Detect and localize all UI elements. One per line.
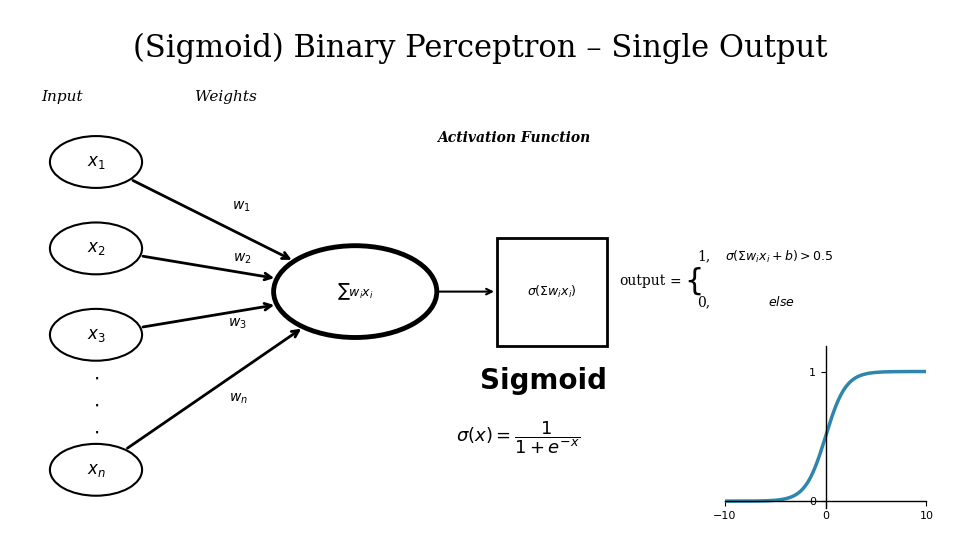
Text: output: output xyxy=(619,274,665,288)
Text: $\cdot$: $\cdot$ xyxy=(93,422,99,442)
Text: Weights: Weights xyxy=(195,90,256,104)
Text: Input: Input xyxy=(41,90,84,104)
Circle shape xyxy=(50,222,142,274)
Text: $w_2$: $w_2$ xyxy=(233,252,252,266)
Text: $x_1$: $x_1$ xyxy=(86,153,106,171)
Text: (Sigmoid) Binary Perceptron – Single Output: (Sigmoid) Binary Perceptron – Single Out… xyxy=(132,33,828,64)
Text: $\cdot$: $\cdot$ xyxy=(93,395,99,415)
Text: $x_n$: $x_n$ xyxy=(86,461,106,479)
Text: $else$: $else$ xyxy=(768,295,795,309)
Text: 1,: 1, xyxy=(697,249,710,264)
Text: 0,: 0, xyxy=(697,295,710,309)
Circle shape xyxy=(274,246,437,338)
Text: $w_1$: $w_1$ xyxy=(231,199,251,214)
Circle shape xyxy=(50,136,142,188)
Bar xyxy=(497,238,607,346)
Text: $\{$: $\{$ xyxy=(684,265,702,296)
Text: $\sigma(\Sigma w_i x_i)$: $\sigma(\Sigma w_i x_i)$ xyxy=(527,284,577,300)
Text: $\sum w_i x_i$: $\sum w_i x_i$ xyxy=(337,281,373,302)
Text: Activation Function: Activation Function xyxy=(437,131,590,145)
Text: $=$: $=$ xyxy=(667,274,682,288)
Circle shape xyxy=(50,444,142,496)
Text: $x_3$: $x_3$ xyxy=(86,326,106,344)
Text: $w_n$: $w_n$ xyxy=(228,392,248,407)
Text: $x_2$: $x_2$ xyxy=(86,239,106,258)
Text: $\sigma(x) = \dfrac{1}{1+e^{-x}}$: $\sigma(x) = \dfrac{1}{1+e^{-x}}$ xyxy=(456,419,580,456)
Text: $w_3$: $w_3$ xyxy=(228,317,247,332)
Circle shape xyxy=(50,309,142,361)
Text: Sigmoid: Sigmoid xyxy=(480,367,607,395)
Text: $\cdot$: $\cdot$ xyxy=(93,368,99,388)
Text: $\sigma(\Sigma w_i x_i + b) > 0.5$: $\sigma(\Sigma w_i x_i + b) > 0.5$ xyxy=(725,248,833,265)
